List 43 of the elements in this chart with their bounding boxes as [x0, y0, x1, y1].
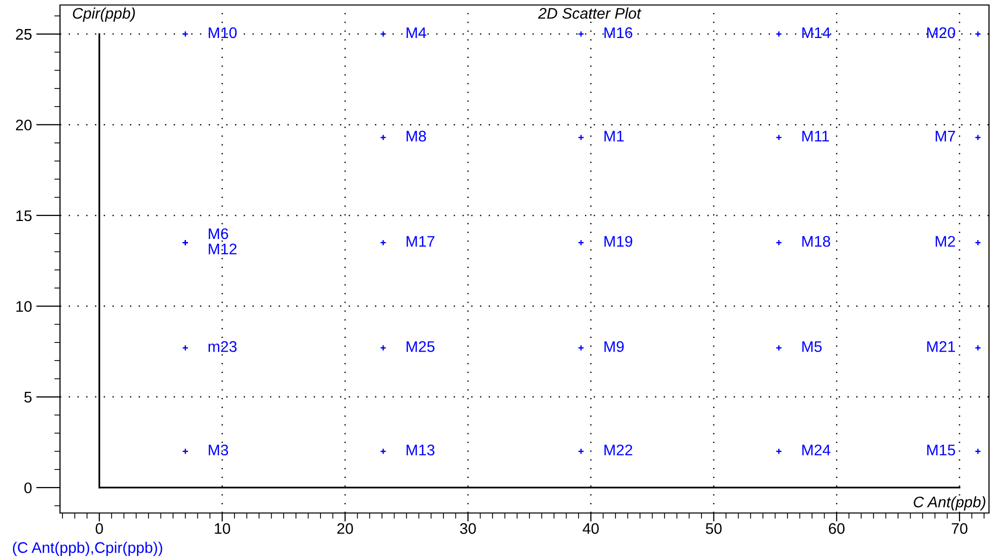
annotation: M2 — [936, 236, 955, 247]
annotation: M5 — [802, 341, 822, 352]
x-tick-label: 0 — [96, 523, 103, 534]
y-tick-label: 10 — [16, 301, 32, 312]
annotation: M25 — [406, 341, 434, 352]
x-tick-label: 60 — [828, 523, 845, 534]
annotation: M24 — [802, 444, 830, 456]
annotation: M20 — [927, 27, 956, 38]
annotation: M15 — [927, 444, 956, 456]
annotation: M17 — [406, 236, 434, 247]
annotation: M1 — [604, 130, 624, 142]
annotation: M18 — [802, 236, 830, 247]
annotation: M10 — [208, 27, 237, 38]
annotation: M9 — [604, 341, 624, 352]
y-tick-label: 15 — [16, 210, 32, 222]
y-axis-title: Cpir(ppb) — [72, 8, 135, 22]
y-tick-label: 20 — [16, 120, 32, 130]
x-axis-title: C Ant(ppb) — [914, 496, 986, 510]
x-tick-label: 30 — [460, 523, 476, 534]
annotation: m23 — [208, 341, 237, 352]
annotation: M14 — [802, 27, 830, 38]
chart-title: 2D Scatter Plot — [538, 8, 642, 19]
x-tick-label: 40 — [582, 523, 599, 534]
annotation: M22 — [604, 444, 632, 456]
annotation: M21 — [927, 341, 955, 352]
annotation: M6 — [208, 228, 228, 240]
y-tick-label: 25 — [16, 28, 32, 40]
annotation: M12 — [208, 244, 237, 254]
annotation: M19 — [604, 236, 632, 247]
y-tick-label: 0 — [24, 482, 32, 494]
x-tick-label: 20 — [337, 523, 353, 534]
y-tick-label: 5 — [24, 392, 32, 403]
annotation: M11 — [802, 130, 829, 142]
text: (C Ant(ppb),Cpir(ppb)) — [12, 542, 162, 556]
annotation: M7 — [936, 130, 955, 142]
annotation: M3 — [208, 444, 228, 456]
x-tick-label: 70 — [952, 523, 968, 534]
annotation: M4 — [406, 27, 426, 38]
annotation: M13 — [406, 444, 434, 456]
annotation: M8 — [406, 130, 426, 142]
x-tick-label: 10 — [214, 523, 230, 534]
x-tick-label: 50 — [706, 523, 722, 534]
annotation: M16 — [604, 27, 632, 38]
